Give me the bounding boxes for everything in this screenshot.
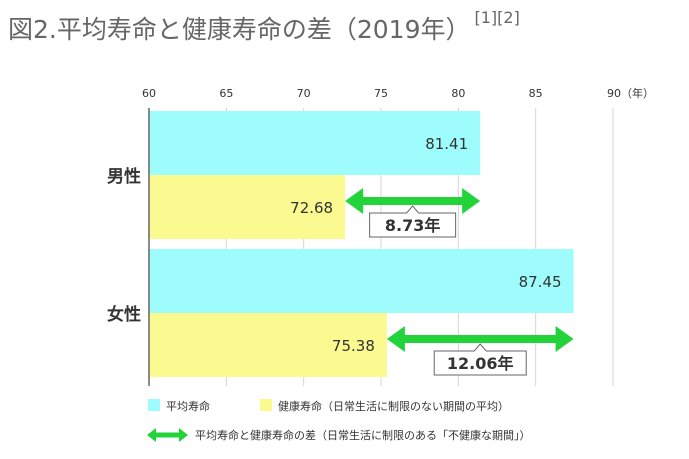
chart-title-text: 図2.平均寿命と健康寿命の差（2019年）	[8, 15, 471, 44]
legend-label-difference: 平均寿命と健康寿命の差（日常生活に制限のある「不健康な期間」）	[195, 428, 531, 442]
bar	[149, 175, 346, 239]
x-tick-label: 60	[142, 87, 156, 100]
x-tick-label: 70	[297, 87, 311, 100]
difference-label: 8.73年	[385, 216, 440, 235]
legend-arrow-icon	[147, 428, 188, 442]
chart-title: 図2.平均寿命と健康寿命の差（2019年） [1][2]	[8, 8, 520, 46]
x-tick-label: 65	[219, 87, 233, 100]
legend-swatch-life	[148, 399, 160, 411]
legend-swatch-healthy	[260, 399, 272, 411]
bar	[149, 111, 481, 175]
x-tick-label: 75	[374, 87, 388, 100]
legend-label-healthy: 健康寿命（日常生活に制限のない期間の平均）	[278, 399, 509, 413]
bar	[149, 313, 387, 377]
difference-arrow-shape	[345, 188, 481, 214]
bar-value-label: 72.68	[290, 199, 333, 217]
bar-value-label: 81.41	[425, 135, 468, 153]
category-label: 男性	[107, 166, 141, 187]
x-tick-label: 80	[451, 87, 465, 100]
legend-label-life: 平均寿命	[166, 399, 210, 413]
x-tick-label: 85	[529, 87, 543, 100]
bar-value-label: 75.38	[332, 337, 375, 355]
difference-arrow	[345, 188, 481, 214]
category-label: 女性	[107, 304, 141, 325]
chart-title-references: [1][2]	[474, 8, 520, 27]
difference-callout-box	[369, 205, 457, 238]
difference-label: 12.06年	[447, 354, 514, 373]
difference-callout-box	[433, 343, 527, 376]
x-tick-label: 90（年）	[607, 86, 654, 100]
bar	[149, 249, 574, 313]
difference-arrow-shape	[386, 326, 574, 352]
bar-value-label: 87.45	[519, 273, 562, 291]
difference-arrow	[386, 326, 574, 352]
